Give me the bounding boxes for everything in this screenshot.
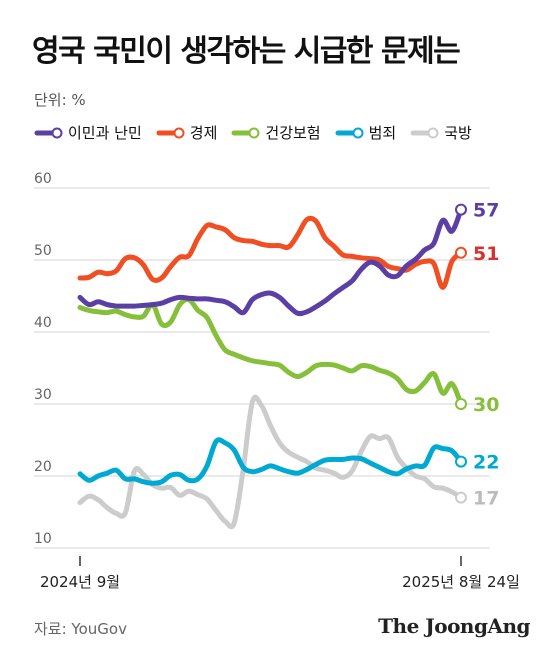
series-line-범죄: [77, 437, 464, 486]
legend-swatch-건강보험: [231, 126, 261, 140]
series-end-marker-국방: [455, 491, 467, 504]
series-line-건강보험: [77, 296, 464, 407]
legend-item-국방: 국방: [410, 122, 472, 143]
legend-item-경제: 경제: [156, 122, 218, 143]
y-tick-label-60: 60: [34, 171, 52, 187]
legend-label-범죄: 범죄: [368, 124, 397, 142]
data-label-건강보험: 30: [473, 394, 499, 416]
legend-item-건강보험: 건강보험: [231, 122, 321, 143]
legend-swatch-국방: [410, 126, 440, 140]
y-tick-label-20: 20: [34, 459, 52, 475]
legend-label-건강보험: 건강보험: [265, 124, 321, 142]
line-chart: 10 20 30 40 50 60 2024년 9월 2025년 8월 24일 17 22 30 51…: [34, 171, 520, 591]
legend-label-경제: 경제: [189, 124, 218, 142]
legend-swatch-범죄: [335, 126, 365, 140]
x-tick-label-start: 2024년 9월: [40, 573, 120, 591]
y-tick-label-40: 40: [34, 315, 52, 331]
data-label-이민과-난민: 57: [473, 200, 499, 222]
x-tick-label-end: 2025년 8월 24일: [402, 573, 520, 591]
source-label: 자료: YouGov: [34, 620, 127, 638]
data-label-국방: 17: [473, 488, 499, 510]
y-tick-label-30: 30: [34, 387, 52, 403]
legend-item-이민과-난민: 이민과 난민: [34, 122, 142, 143]
data-label-경제: 51: [473, 243, 499, 265]
series-end-marker-이민과-난민: [455, 203, 467, 216]
series-end-marker-건강보험: [455, 398, 467, 410]
y-tick-label-50: 50: [34, 243, 52, 259]
legend-item-범죄: 범죄: [335, 122, 397, 143]
series-end-marker-경제: [455, 246, 467, 259]
data-label-범죄: 22: [473, 452, 499, 474]
y-tick-label-10: 10: [34, 531, 52, 547]
unit-label: 단위: %: [34, 91, 86, 109]
legend-label-국방: 국방: [444, 124, 472, 142]
legend-label-이민과-난민: 이민과 난민: [68, 124, 142, 142]
legend-swatch-이민과-난민: [34, 126, 64, 140]
series-end-marker-범죄: [455, 455, 467, 468]
chart-title: 영국 국민이 생각하는 시급한 문제는: [32, 34, 461, 69]
publisher-logo: The JoongAng: [378, 614, 530, 638]
legend-swatch-경제: [156, 126, 186, 140]
series-line-국방: [77, 394, 464, 530]
series-line-경제: [77, 215, 464, 290]
legend: 이민과 난민 경제 건강보험 범죄 국방: [34, 122, 486, 143]
series-line-이민과-난민: [77, 207, 464, 317]
